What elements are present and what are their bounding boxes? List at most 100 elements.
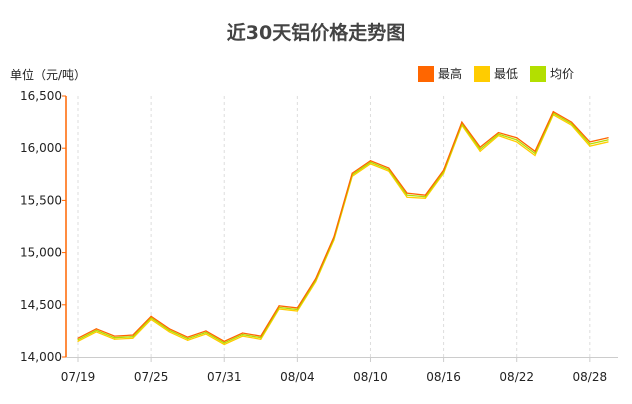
data-point-high bbox=[260, 335, 262, 337]
data-point-low bbox=[607, 141, 609, 143]
data-point-avg bbox=[369, 161, 372, 163]
data-point-avg bbox=[150, 317, 152, 319]
series-line-high bbox=[77, 110, 609, 343]
legend-item-avg[interactable]: 均价 bbox=[530, 65, 574, 82]
data-point-avg bbox=[296, 308, 298, 311]
data-point-avg bbox=[113, 337, 116, 339]
data-point-low bbox=[187, 339, 189, 341]
data-point-avg bbox=[95, 329, 97, 331]
x-tick-label: 07/25 bbox=[134, 370, 169, 384]
data-point-low bbox=[589, 145, 591, 147]
data-point-high bbox=[351, 172, 353, 174]
legend-swatch-high bbox=[418, 65, 434, 82]
data-point-low bbox=[241, 335, 244, 337]
x-tick-label: 08/22 bbox=[499, 370, 534, 384]
data-point-high bbox=[296, 307, 298, 309]
data-point-high bbox=[516, 137, 518, 139]
data-point-high bbox=[424, 194, 426, 196]
data-point-low bbox=[497, 135, 500, 137]
legend-label-high: 最高 bbox=[438, 67, 463, 81]
data-point-avg bbox=[223, 342, 225, 344]
data-point-high bbox=[315, 278, 317, 280]
data-point-avg bbox=[607, 139, 609, 141]
data-point-high bbox=[570, 121, 573, 123]
data-point-high bbox=[479, 146, 481, 148]
data-point-high bbox=[552, 111, 554, 113]
y-tick-label: 16,000 bbox=[20, 141, 62, 155]
data-point-low bbox=[77, 340, 79, 342]
y-axis-label: 单位（元/吨） bbox=[10, 68, 87, 82]
data-point-avg bbox=[534, 152, 536, 155]
data-point-high bbox=[241, 332, 244, 334]
data-point-avg bbox=[187, 338, 189, 340]
x-tick-label: 07/31 bbox=[207, 370, 242, 384]
data-point-avg bbox=[241, 333, 244, 336]
x-tick-label: 08/10 bbox=[353, 370, 388, 384]
data-point-high bbox=[497, 131, 500, 134]
y-tick-label: 16,500 bbox=[20, 89, 62, 103]
series-line-avg bbox=[77, 112, 609, 344]
data-point-high bbox=[388, 167, 390, 169]
data-point-low bbox=[260, 338, 262, 340]
data-point-low bbox=[516, 141, 518, 143]
data-point-low bbox=[406, 196, 408, 198]
legend-item-low[interactable]: 最低 bbox=[474, 65, 518, 82]
data-point-low bbox=[95, 331, 97, 333]
data-point-avg bbox=[260, 337, 262, 339]
data-point-low bbox=[150, 318, 152, 321]
data-point-high bbox=[369, 160, 372, 162]
data-point-high bbox=[534, 150, 536, 152]
data-point-low bbox=[534, 154, 536, 157]
legend: 最高 最低 均价 bbox=[418, 65, 574, 82]
data-point-avg bbox=[77, 339, 79, 341]
x-tick-label: 08/16 bbox=[426, 370, 461, 384]
legend-item-high[interactable]: 最高 bbox=[418, 65, 462, 82]
data-point-high bbox=[589, 141, 591, 143]
data-point-high bbox=[223, 340, 225, 342]
data-point-avg bbox=[479, 148, 481, 150]
data-point-avg bbox=[168, 329, 170, 331]
y-tick-label: 14,000 bbox=[20, 350, 62, 364]
data-point-high bbox=[77, 337, 79, 339]
data-point-low bbox=[168, 331, 170, 333]
data-point-avg bbox=[205, 331, 207, 334]
data-point-low bbox=[296, 310, 298, 312]
data-point-avg bbox=[516, 139, 518, 141]
legend-label-avg: 均价 bbox=[550, 67, 575, 81]
data-point-low bbox=[205, 333, 207, 335]
data-point-low bbox=[223, 343, 225, 346]
legend-label-low: 最低 bbox=[494, 67, 519, 81]
data-point-low bbox=[369, 163, 372, 165]
data-point-high bbox=[205, 330, 207, 332]
data-point-high bbox=[443, 169, 445, 171]
data-point-high bbox=[150, 315, 152, 317]
data-point-high bbox=[461, 121, 463, 123]
data-point-avg bbox=[406, 194, 408, 196]
data-point-avg bbox=[497, 133, 500, 135]
data-point-high bbox=[187, 336, 189, 338]
data-point-avg bbox=[424, 196, 426, 198]
y-tick-label: 15,500 bbox=[20, 193, 62, 207]
data-point-avg bbox=[132, 336, 134, 338]
data-point-low bbox=[132, 337, 134, 339]
data-point-high bbox=[132, 334, 134, 336]
data-point-high bbox=[95, 328, 97, 330]
data-point-high bbox=[333, 236, 335, 238]
data-point-high bbox=[113, 335, 116, 337]
data-point-low bbox=[479, 150, 481, 152]
y-tick-label: 14,500 bbox=[20, 298, 62, 312]
data-point-high bbox=[278, 305, 280, 307]
x-tick-label: 07/19 bbox=[61, 370, 96, 384]
legend-swatch-low bbox=[474, 65, 491, 82]
data-point-avg bbox=[589, 143, 591, 145]
chart-title: 近30天铝价格走势图 bbox=[226, 22, 406, 44]
x-tick-label: 08/04 bbox=[280, 370, 315, 384]
data-point-high bbox=[168, 328, 170, 330]
data-point-low bbox=[113, 338, 116, 340]
x-tick-label: 08/28 bbox=[573, 370, 608, 384]
legend-swatch-avg bbox=[530, 65, 547, 82]
data-point-low bbox=[424, 197, 426, 199]
data-point-high bbox=[406, 192, 408, 194]
